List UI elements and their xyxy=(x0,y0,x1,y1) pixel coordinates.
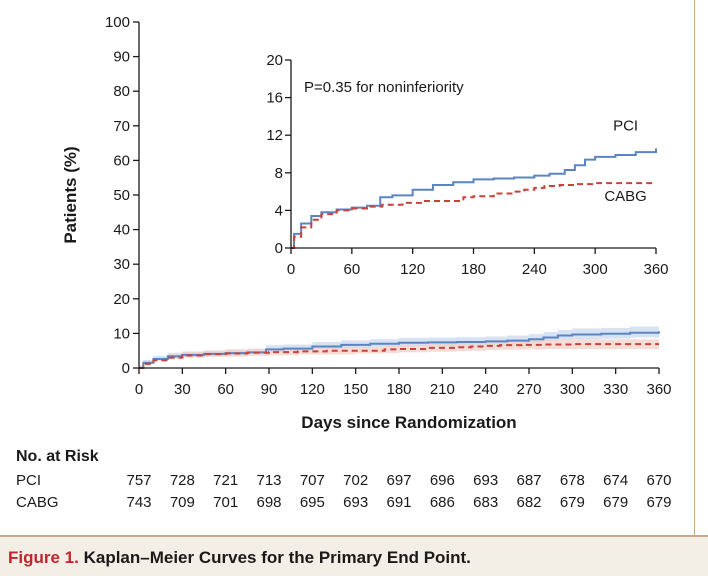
figure-label: Figure 1. xyxy=(8,548,79,567)
series-line-cabg xyxy=(139,343,659,369)
risk-value: 693 xyxy=(473,472,499,489)
inset-series-label-pci: PCI xyxy=(613,118,638,135)
risk-value: 693 xyxy=(343,494,369,511)
ci-band-cabg xyxy=(139,339,659,368)
y-tick-label: 20 xyxy=(113,291,130,308)
risk-value: 721 xyxy=(213,472,239,489)
x-tick-label: 150 xyxy=(343,381,368,398)
inset-series-line-cabg xyxy=(291,182,656,249)
inset-y-tick-label: 4 xyxy=(275,202,283,219)
figure-caption: Figure 1. Kaplan–Meier Curves for the Pr… xyxy=(8,548,471,568)
risk-value: 686 xyxy=(429,494,455,511)
risk-value: 757 xyxy=(126,472,152,489)
x-tick-label: 30 xyxy=(174,381,191,398)
inset-y-tick-label: 20 xyxy=(266,52,283,69)
y-tick-label: 30 xyxy=(113,256,130,273)
x-tick-label: 90 xyxy=(261,381,278,398)
x-axis-title: Days since Randomization xyxy=(301,413,516,432)
risk-value: 679 xyxy=(603,494,629,511)
risk-value: 701 xyxy=(213,494,239,511)
inset-x-tick-label: 360 xyxy=(643,261,668,278)
x-tick-label: 210 xyxy=(430,381,455,398)
caption-text: Kaplan–Meier Curves for the Primary End … xyxy=(78,548,471,567)
risk-value: 679 xyxy=(646,494,672,511)
risk-table: No. at Risk PCI CABG 757 728 721 713 707 702 6… xyxy=(0,440,708,536)
inset-series-line-pci xyxy=(291,148,657,249)
risk-value: 709 xyxy=(169,494,195,511)
risk-value: 670 xyxy=(646,472,672,489)
y-tick-label: 100 xyxy=(105,14,130,31)
risk-value: 728 xyxy=(169,472,195,489)
risk-row-label-pci: PCI xyxy=(16,472,42,489)
risk-value: 696 xyxy=(429,472,455,489)
y-tick-label: 50 xyxy=(113,187,130,204)
y-tick-label: 80 xyxy=(113,83,130,100)
inset-x-tick-label: 120 xyxy=(400,261,425,278)
risk-value: 713 xyxy=(256,472,282,489)
y-tick-label: 10 xyxy=(113,325,130,342)
x-tick-label: 60 xyxy=(217,381,234,398)
risk-value: 679 xyxy=(559,494,585,511)
y-tick-label: 40 xyxy=(113,222,130,239)
inset-y-tick-label: 0 xyxy=(275,240,283,257)
frame-rule xyxy=(694,0,695,535)
risk-value: 702 xyxy=(343,472,369,489)
risk-value: 678 xyxy=(559,472,585,489)
risk-row-label-cabg: CABG xyxy=(16,494,59,511)
inset-plot: 0 4 8 12 16 20 0 60 120 180 240 300 360 P=0.35 for no… xyxy=(266,52,668,278)
risk-table-title: No. at Risk xyxy=(16,448,99,465)
x-tick-label: 180 xyxy=(386,381,411,398)
x-tick-label: 240 xyxy=(473,381,498,398)
y-tick-label: 0 xyxy=(122,360,130,377)
y-tick-label: 60 xyxy=(113,152,130,169)
x-tick-label: 0 xyxy=(135,381,143,398)
risk-value: 674 xyxy=(603,472,629,489)
inset-x-tick-label: 300 xyxy=(583,261,608,278)
inset-x-tick-label: 180 xyxy=(461,261,486,278)
risk-value: 743 xyxy=(126,494,152,511)
risk-value: 691 xyxy=(386,494,412,511)
risk-value: 682 xyxy=(516,494,542,511)
risk-value: 695 xyxy=(299,494,325,511)
inset-y-tick-label: 16 xyxy=(266,90,283,107)
risk-value: 698 xyxy=(256,494,282,511)
inset-x-tick-label: 240 xyxy=(522,261,547,278)
inset-series-label-cabg: CABG xyxy=(604,188,647,205)
risk-value: 687 xyxy=(516,472,542,489)
inset-y-tick-label: 12 xyxy=(266,127,283,144)
risk-value: 683 xyxy=(473,494,499,511)
figure-caption-bar: Figure 1. Kaplan–Meier Curves for the Pr… xyxy=(0,535,708,576)
risk-value: 697 xyxy=(386,472,412,489)
x-tick-label: 360 xyxy=(646,381,671,398)
inset-x-tick-label: 0 xyxy=(287,261,295,278)
inset-annotation: P=0.35 for noninferiority xyxy=(304,79,464,96)
y-tick-label: 90 xyxy=(113,49,130,66)
x-tick-label: 330 xyxy=(603,381,628,398)
x-tick-label: 270 xyxy=(516,381,541,398)
x-tick-label: 120 xyxy=(300,381,325,398)
y-axis-title: Patients (%) xyxy=(61,146,80,243)
inset-y-tick-label: 8 xyxy=(275,165,283,182)
y-tick-label: 70 xyxy=(113,118,130,135)
x-tick-label: 300 xyxy=(560,381,585,398)
risk-value: 707 xyxy=(299,472,325,489)
inset-x-tick-label: 60 xyxy=(343,261,360,278)
